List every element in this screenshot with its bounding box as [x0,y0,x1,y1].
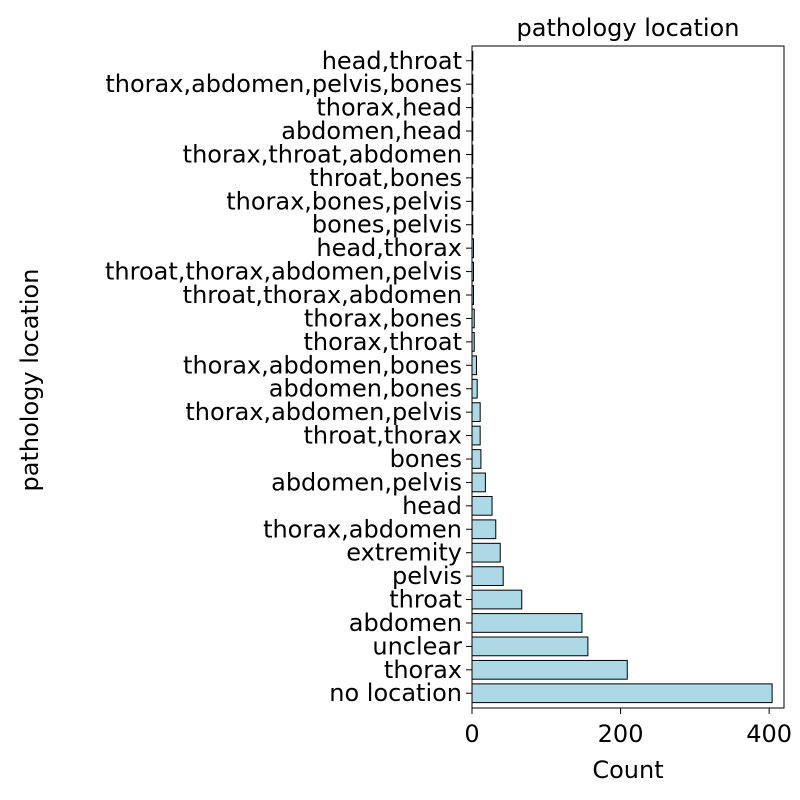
x-axis-label: Count [592,756,663,784]
category-label-23: thorax,throat,abdomen [183,140,462,168]
bars-layer [471,50,773,704]
category-label-17: throat,thorax,abdomen [183,281,462,309]
bar-6 [471,542,501,563]
category-label-7: thorax,abdomen [263,515,462,543]
bar-11 [471,425,481,446]
category-label-2: unclear [372,632,462,660]
category-label-13: abdomen,bones [269,375,462,403]
category-label-20: bones,pelvis [312,211,462,239]
x-tick-label-0: 0 [464,720,479,748]
category-label-19: head,thorax [316,234,462,262]
category-label-12: thorax,abdomen,pelvis [185,398,462,426]
category-label-22: throat,bones [309,164,462,192]
x-tick-label-1: 200 [598,720,644,748]
bar-12 [471,402,481,423]
category-label-24: abdomen,head [281,117,462,145]
plot-frame [471,45,785,709]
bar-7 [471,519,497,540]
category-label-26: thorax,abdomen,pelvis,bones [105,70,462,98]
category-label-16: thorax,bones [304,304,462,332]
category-label-10: bones [390,445,462,473]
bar-3 [471,613,583,633]
bar-8 [471,495,493,516]
chart-title: pathology location [517,14,740,42]
category-label-4: throat [389,586,462,614]
category-label-14: thorax,abdomen,bones [183,351,462,379]
category-label-15: thorax,throat [304,328,462,356]
category-label-25: thorax,head [316,94,462,122]
bar-0 [471,683,773,704]
x-ticks: 0 200 400 [464,708,792,748]
category-label-27: head,throat [322,47,462,75]
category-labels: no locationthoraxunclearabdomenthroatpel… [105,47,472,707]
bar-9 [471,472,486,493]
category-label-5: pelvis [392,562,462,590]
bar-4 [471,589,523,610]
x-tick-label-2: 400 [746,720,792,748]
bar-2 [471,636,589,657]
category-label-0: no location [329,679,462,707]
category-label-6: extremity [346,539,462,567]
category-label-9: abdomen,pelvis [271,468,462,496]
category-label-18: throat,thorax,abdomen,pelvis [105,258,462,286]
bar-14 [471,355,477,376]
bar-1 [471,659,628,680]
category-label-11: throat,thorax [304,422,462,450]
bar-5 [471,566,504,586]
category-label-3: abdomen [349,609,462,637]
bar-10 [471,449,482,469]
category-label-8: head [402,492,462,520]
category-label-1: thorax [384,656,462,684]
y-axis-label: pathology location [16,269,44,492]
bar-13 [471,378,478,399]
category-label-21: thorax,bones,pelvis [226,187,462,215]
